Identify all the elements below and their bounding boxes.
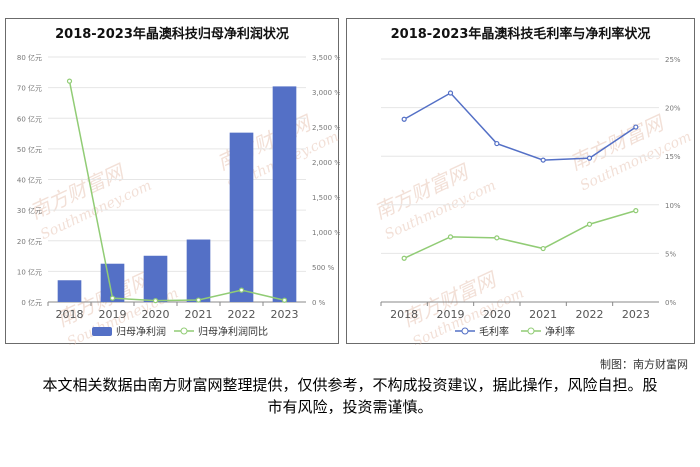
y-right-tick-label: 15% bbox=[665, 153, 681, 161]
legend-label-gross: 毛利率 bbox=[479, 325, 509, 338]
margin-chart-panel: 2018-2023年晶澳科技毛利率与净利率状况 南方财富网 Southmoney.… bbox=[346, 18, 695, 345]
bar-2020 bbox=[143, 255, 168, 302]
series-1-point-2022 bbox=[586, 221, 593, 227]
y-left-tick-label: 60 亿元 bbox=[17, 114, 42, 123]
legend-swatch-bar bbox=[92, 327, 112, 336]
disclaimer-text: 本文相关数据由南方财富网整理提供，仅供参考，不构成投资建议，据此操作，风险自担。… bbox=[42, 376, 658, 416]
bar-2021 bbox=[186, 239, 211, 302]
y-right-tick-label: 10% bbox=[665, 202, 681, 210]
x-tick-label: 2023 bbox=[622, 308, 650, 321]
y-right-tick-label: 3,000 % bbox=[312, 89, 340, 97]
series-0-point-2021 bbox=[540, 157, 546, 163]
bar-2022 bbox=[229, 132, 254, 302]
y-right-tick-label: 3,500 % bbox=[312, 54, 340, 62]
series-0-point-2023 bbox=[633, 124, 639, 130]
series-0-point-2018 bbox=[401, 116, 407, 122]
y-left-tick-label: 50 亿元 bbox=[17, 145, 42, 154]
legend-label-net: 净利率 bbox=[545, 325, 575, 338]
y-right-tick-label: 2,500 % bbox=[312, 124, 340, 132]
y-right-tick-label: 0% bbox=[665, 299, 676, 307]
x-tick-label: 2018 bbox=[390, 308, 418, 321]
y-right-tick-label: 25% bbox=[665, 56, 681, 64]
yoy-line bbox=[68, 81, 285, 302]
x-tick-label: 2022 bbox=[576, 308, 604, 321]
legend-marker-net bbox=[527, 327, 535, 335]
x-tick-label: 2021 bbox=[185, 308, 213, 321]
y-left-tick-label: 20 亿元 bbox=[17, 237, 42, 246]
series-0-point-2022 bbox=[586, 155, 593, 161]
x-tick-label: 2021 bbox=[529, 308, 557, 321]
legend-label-line: 归母净利润同比 bbox=[198, 325, 268, 338]
y-right-tick-label: 0 % bbox=[312, 299, 326, 307]
legend-label-bar: 归母净利润 bbox=[116, 325, 166, 338]
y-left-tick-label: 0 亿元 bbox=[21, 298, 42, 307]
x-tick-label: 2020 bbox=[142, 308, 170, 321]
legend-marker-gross bbox=[461, 327, 469, 335]
y-right-tick-label: 1,500 % bbox=[312, 194, 340, 202]
series-1-point-2020 bbox=[494, 235, 500, 241]
x-tick-label: 2022 bbox=[228, 308, 256, 321]
chart-credit: 制图：南方财富网 bbox=[600, 358, 688, 371]
y-right-tick-label: 20% bbox=[665, 105, 681, 113]
x-tick-label: 2019 bbox=[99, 308, 127, 321]
yoy-point-2023 bbox=[281, 297, 288, 303]
y-right-tick-label: 500 % bbox=[312, 264, 335, 272]
yoy-point-2022 bbox=[238, 287, 245, 293]
yoy-point-2019 bbox=[109, 295, 116, 301]
y-right-tick-label: 1,000 % bbox=[312, 229, 340, 237]
y-left-tick-label: 30 亿元 bbox=[17, 206, 42, 215]
net-profit-chart-title: 2018-2023年晶澳科技归母净利润状况 bbox=[55, 27, 289, 42]
legend-marker-line bbox=[180, 327, 188, 335]
yoy-point-2018 bbox=[66, 78, 73, 84]
yoy-point-2020 bbox=[152, 298, 159, 304]
series-line-0 bbox=[403, 92, 637, 161]
series-1-point-2018 bbox=[401, 255, 407, 261]
y-left-tick-label: 10 亿元 bbox=[17, 267, 42, 276]
y-right-tick-label: 5% bbox=[665, 250, 676, 258]
x-tick-label: 2019 bbox=[437, 308, 465, 321]
bar-2023 bbox=[272, 86, 297, 303]
series-1-point-2019 bbox=[447, 234, 454, 240]
net-profit-chart-panel: 2018-2023年晶澳科技归母净利润状况 南方财富网 Southmoney.co… bbox=[5, 18, 340, 345]
bar-2018 bbox=[57, 280, 82, 302]
y-right-tick-label: 2,000 % bbox=[312, 159, 340, 167]
x-tick-label: 2018 bbox=[56, 308, 84, 321]
series-1-point-2021 bbox=[540, 245, 546, 252]
series-1-point-2023 bbox=[633, 208, 639, 214]
yoy-point-2021 bbox=[195, 297, 202, 303]
y-left-tick-label: 80 亿元 bbox=[17, 53, 42, 62]
y-left-tick-label: 40 亿元 bbox=[17, 176, 42, 185]
series-line-1 bbox=[403, 209, 637, 259]
margin-chart: 南方财富网Southmoney.com南方财富网Southmoney.com南方… bbox=[370, 56, 694, 345]
series-0-point-2019 bbox=[447, 90, 454, 96]
series-0-point-2020 bbox=[494, 140, 500, 147]
bar-2019 bbox=[100, 263, 125, 302]
x-tick-label: 2023 bbox=[271, 308, 299, 321]
x-tick-label: 2020 bbox=[483, 308, 511, 321]
margin-chart-title: 2018-2023年晶澳科技毛利率与净利率状况 bbox=[390, 27, 651, 42]
y-left-tick-label: 70 亿元 bbox=[17, 84, 42, 93]
net-profit-chart: 南方财富网Southmoney.com南方财富网Southmoney.com南方… bbox=[17, 53, 340, 345]
